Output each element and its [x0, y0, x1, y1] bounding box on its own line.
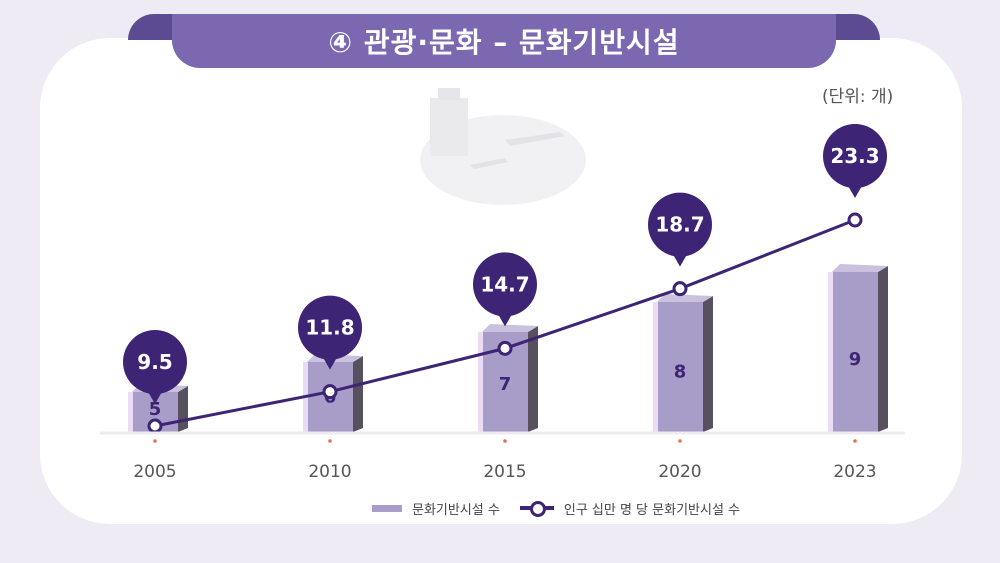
line-value-bubble: 11.8 — [298, 295, 362, 370]
bubble-pointer — [847, 184, 863, 198]
line-series — [147, 212, 863, 434]
tick-mark — [328, 439, 332, 443]
x-tick-label: 2020 — [658, 462, 701, 482]
bar-side — [353, 356, 363, 432]
legend-bar-label: 문화기반시설 수 — [412, 502, 500, 518]
bubble-pointer — [322, 355, 338, 370]
line-marker — [147, 418, 163, 434]
bar-side — [178, 386, 188, 432]
bar-value-label: 7 — [499, 374, 512, 395]
legend: 문화기반시설 수 인구 십만 명 당 문화기반시설 수 — [372, 498, 740, 518]
bar-side — [528, 326, 538, 432]
bubble-circle — [823, 124, 887, 188]
bar-2023 — [828, 264, 888, 432]
bar-highlight — [828, 272, 833, 432]
unit-label: (단위: 개) — [822, 87, 894, 107]
x-tick-label: 2015 — [483, 462, 526, 482]
x-tick-label: 2005 — [133, 462, 176, 482]
x-tick-label: 2023 — [833, 462, 876, 482]
bar-front — [832, 272, 878, 432]
tick-mark — [678, 439, 682, 443]
bar-value-label: 8 — [674, 361, 687, 382]
bar-side — [878, 266, 888, 432]
bubble-circle — [123, 330, 187, 394]
bar-2015 — [478, 324, 538, 432]
line-data-labels: 9.5 11.8 14.7 18.7 23.3 — [123, 124, 887, 404]
page-title: ④ 관광·문화 – 문화기반시설 — [328, 26, 680, 59]
tick-mark — [153, 439, 157, 443]
line-value-label: 18.7 — [655, 213, 704, 237]
line-value-label: 14.7 — [480, 272, 529, 296]
legend-bar-swatch — [372, 504, 402, 512]
background-illustration — [420, 88, 586, 205]
line-marker — [672, 281, 688, 297]
bar-top — [657, 294, 713, 302]
bar-side — [703, 296, 713, 432]
bar-value-label: 5 — [149, 399, 162, 420]
legend-line-label: 인구 십만 명 당 문화기반시설 수 — [563, 502, 741, 518]
x-axis: 2005 2010 2015 2020 2023 — [100, 431, 905, 482]
tick-mark — [503, 439, 507, 443]
bar-highlight — [478, 332, 483, 432]
line-value-label: 9.5 — [137, 350, 172, 374]
bar-highlight — [653, 302, 658, 432]
title-banner: ④ 관광·문화 – 문화기반시설 — [172, 14, 836, 68]
legend-line-swatch — [519, 501, 554, 517]
line-value-label: 23.3 — [830, 144, 879, 168]
bar-highlight — [128, 392, 133, 432]
line-value-label: 11.8 — [305, 316, 354, 340]
line-marker — [497, 340, 513, 356]
x-tick-label: 2010 — [308, 462, 351, 482]
bar-front — [657, 302, 703, 432]
line-marker — [847, 212, 863, 228]
line-value-bubble: 14.7 — [473, 252, 537, 327]
bar-top — [482, 324, 538, 332]
bubble-pointer — [497, 312, 513, 327]
bubble-circle — [298, 295, 362, 360]
bubble-circle — [648, 192, 712, 257]
bubble-pointer — [147, 390, 163, 404]
tick-mark — [853, 439, 857, 443]
bubble-circle — [473, 252, 537, 317]
bar-top — [832, 264, 888, 272]
bar-value-label: 9 — [849, 349, 862, 370]
bubble-pointer — [672, 252, 688, 267]
line-value-bubble: 23.3 — [823, 124, 887, 198]
line-value-bubble: 18.7 — [648, 192, 712, 267]
line-value-bubble: 9.5 — [123, 330, 187, 404]
line-marker — [322, 384, 338, 400]
bar-2020 — [653, 294, 713, 432]
